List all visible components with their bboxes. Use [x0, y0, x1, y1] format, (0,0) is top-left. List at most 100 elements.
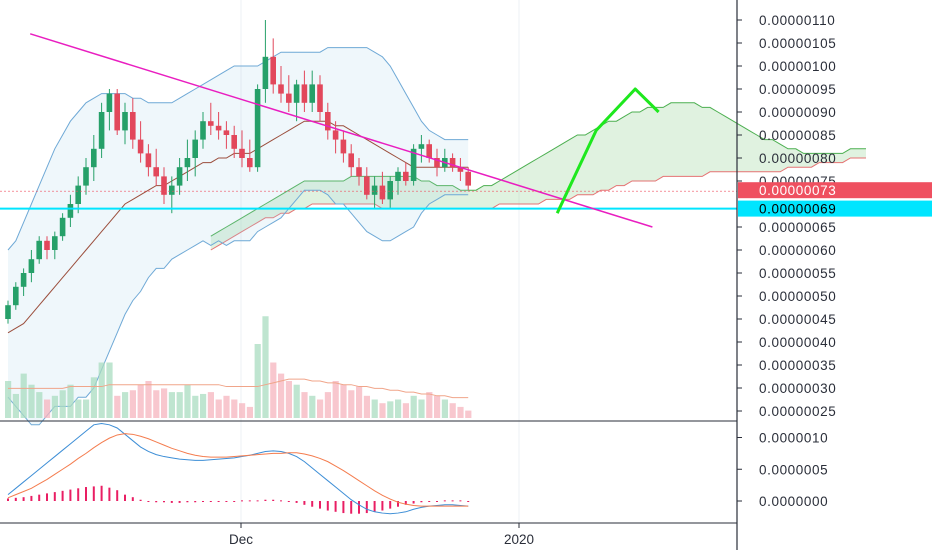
cloud-span-a	[210, 102, 866, 237]
macd-tick-label: 0.0000000	[759, 494, 828, 509]
macd-histogram-bar	[241, 500, 243, 502]
macd-histogram-bar	[389, 501, 392, 509]
candle-body[interactable]	[137, 139, 144, 154]
candle-body[interactable]	[356, 167, 362, 177]
macd-histogram-bar	[170, 501, 173, 503]
candle-body[interactable]	[449, 158, 456, 168]
macd-histogram-bar	[100, 485, 103, 501]
trendline[interactable]	[29, 33, 653, 228]
candle-body[interactable]	[410, 148, 417, 181]
price-tick-label: 0.00000045	[759, 312, 836, 327]
candle-body[interactable]	[387, 181, 393, 200]
volume-bar	[36, 392, 43, 418]
macd-histogram-bar	[350, 501, 353, 514]
macd-histogram-bar	[53, 492, 56, 501]
macd-histogram-bar	[233, 501, 236, 502]
volume-bar	[176, 392, 183, 418]
candle-body[interactable]	[192, 139, 198, 158]
volume-bar	[192, 395, 199, 418]
candle-body[interactable]	[418, 144, 425, 149]
candle-body[interactable]	[270, 56, 276, 85]
candle-body[interactable]	[317, 84, 323, 112]
volume-bar	[301, 392, 308, 418]
volume-bar	[418, 399, 425, 418]
volume-bar	[239, 403, 246, 418]
candle-body[interactable]	[106, 93, 113, 112]
candle-body[interactable]	[83, 167, 89, 186]
price-tick-label: 0.00000040	[759, 335, 836, 350]
candle-body[interactable]	[122, 112, 128, 131]
candle-body[interactable]	[13, 286, 19, 306]
candle-body[interactable]	[293, 84, 300, 103]
volume-bar	[161, 388, 168, 418]
candle-body[interactable]	[161, 176, 167, 195]
candle-body[interactable]	[278, 84, 284, 94]
candle-body[interactable]	[239, 148, 245, 158]
candle-body[interactable]	[426, 144, 432, 158]
candle-body[interactable]	[340, 139, 347, 154]
candle-body[interactable]	[20, 273, 27, 287]
candle-body[interactable]	[262, 56, 269, 89]
volume-bar	[231, 399, 238, 418]
candle-body[interactable]	[28, 259, 35, 273]
volume-bar	[5, 381, 12, 418]
projection-arrow[interactable]	[555, 87, 660, 214]
volume-bar	[371, 399, 378, 418]
candle-body[interactable]	[215, 125, 222, 131]
price-badge	[738, 182, 932, 199]
drawings[interactable]	[0, 33, 737, 228]
candle-body[interactable]	[145, 153, 152, 168]
time-tick-label: Dec	[229, 532, 253, 547]
candle-body[interactable]	[59, 217, 66, 237]
candle-body[interactable]	[348, 153, 354, 168]
candle-body[interactable]	[98, 112, 105, 149]
candle-body[interactable]	[176, 167, 183, 186]
candle-body[interactable]	[200, 121, 206, 140]
volume-bar	[465, 410, 472, 418]
candle-body[interactable]	[114, 93, 120, 131]
candle-body[interactable]	[184, 158, 191, 168]
candle-body[interactable]	[52, 236, 58, 250]
candle-body[interactable]	[153, 167, 159, 177]
candle-body[interactable]	[309, 84, 315, 103]
candle-body[interactable]	[75, 185, 81, 204]
candle-body[interactable]	[465, 171, 471, 186]
volume-bar	[184, 384, 191, 418]
candle-body[interactable]	[44, 240, 50, 250]
candle-body[interactable]	[371, 185, 378, 195]
macd-tick-label: 0.0000005	[759, 462, 828, 477]
macd-histogram-bar	[256, 500, 259, 502]
volume-bar	[379, 403, 386, 418]
candle-body[interactable]	[5, 305, 11, 319]
macd-histogram-bar	[342, 501, 345, 514]
volume-bar	[457, 406, 464, 418]
candle-body[interactable]	[36, 240, 42, 260]
candle-body[interactable]	[254, 89, 261, 168]
candle-body[interactable]	[434, 158, 440, 168]
candle-body[interactable]	[231, 135, 237, 149]
candlesticks[interactable]	[5, 20, 471, 324]
candle-body[interactable]	[247, 158, 253, 168]
candle-body[interactable]	[379, 185, 386, 200]
candle-body[interactable]	[325, 112, 331, 131]
candle-body[interactable]	[457, 167, 464, 172]
candle-body[interactable]	[169, 185, 175, 195]
candle-body[interactable]	[130, 112, 136, 140]
candle-body[interactable]	[208, 121, 214, 126]
candle-body[interactable]	[286, 93, 292, 103]
candle-body[interactable]	[223, 130, 230, 135]
candle-body[interactable]	[67, 204, 74, 218]
macd-histogram-bar	[287, 501, 290, 502]
volume-ma	[8, 378, 469, 399]
macd-histogram-bar	[85, 487, 87, 501]
macd-histogram-bar	[326, 501, 329, 511]
candle-body[interactable]	[301, 84, 308, 103]
macd-histogram-bar	[334, 501, 337, 512]
candle-body[interactable]	[403, 171, 409, 181]
candle-body[interactable]	[395, 171, 401, 181]
candle-body[interactable]	[364, 176, 370, 195]
candle-body[interactable]	[332, 130, 339, 140]
candle-body[interactable]	[91, 148, 97, 168]
